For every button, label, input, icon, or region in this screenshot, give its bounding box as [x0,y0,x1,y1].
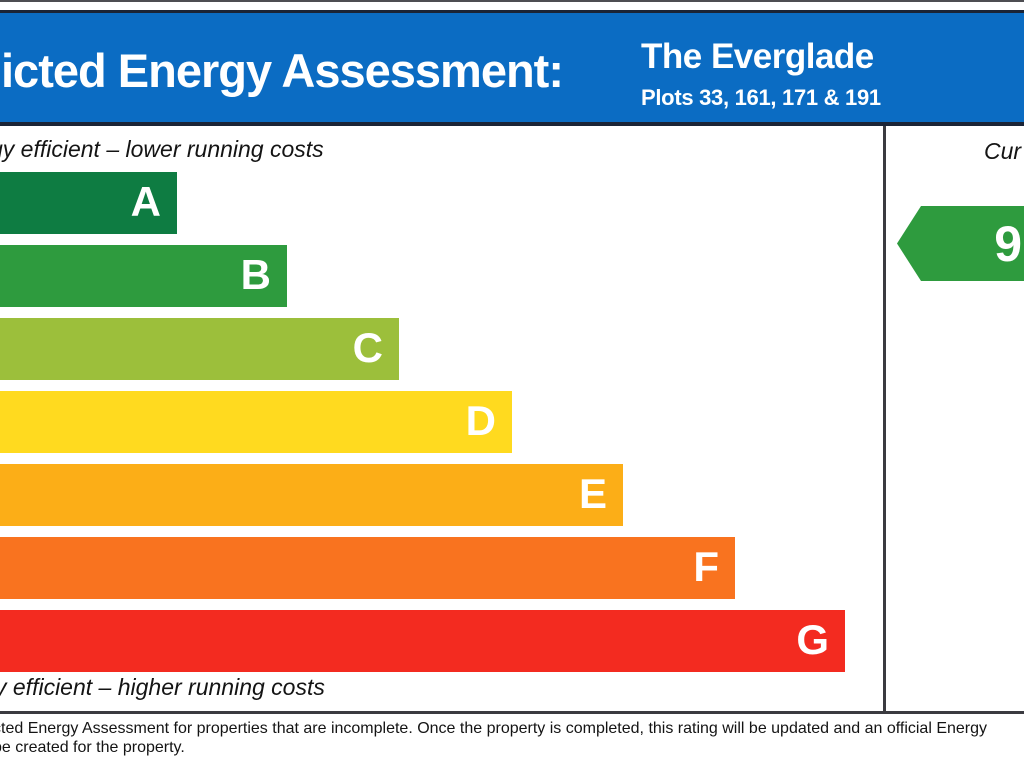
efficient-bottom-label: y efficient – higher running costs [0,674,325,700]
band-letter-c: C [352,324,383,372]
band-letter-f: F [693,543,719,591]
band-letter-b: B [240,251,271,299]
header-banner: icted Energy Assessment: The Everglade P… [0,10,1024,126]
epc-chart: gy efficient – lower running costs A B C D E… [0,126,1024,711]
band-letter-e: E [578,470,607,518]
epc-band-f: F [0,537,735,599]
current-rating-arrow: 9 [897,206,1024,281]
band-letter-a: A [130,178,161,226]
column-divider [883,126,886,711]
epc-band-b: B [0,245,287,307]
header-property-block: The Everglade Plots 33, 161, 171 & 191 [641,37,881,111]
current-column-header: Cur [984,138,1022,164]
band-letter-g: G [796,616,829,664]
epc-band-c: C [0,318,399,380]
chart-bottom-border [0,711,1024,714]
top-border-line [0,0,1024,2]
epc-band-e: E [0,464,623,526]
footnote-line-2: be created for the property. [0,739,185,756]
efficient-top-label: gy efficient – lower running costs [0,136,324,162]
page-title: icted Energy Assessment: [1,44,564,97]
current-rating-value: 9 [994,215,1022,272]
epc-band-d: D [0,391,512,453]
footnote: cted Energy Assessment for properties th… [0,719,1024,757]
development-name: The Everglade [641,37,874,76]
epc-bands: A B C D E F G [0,172,845,683]
epc-band-g: G [0,610,845,672]
band-letter-d: D [465,397,496,445]
footnote-line-1: cted Energy Assessment for properties th… [0,720,988,737]
plots-subtitle: Plots 33, 161, 171 & 191 [641,85,881,110]
epc-band-a: A [0,172,177,234]
